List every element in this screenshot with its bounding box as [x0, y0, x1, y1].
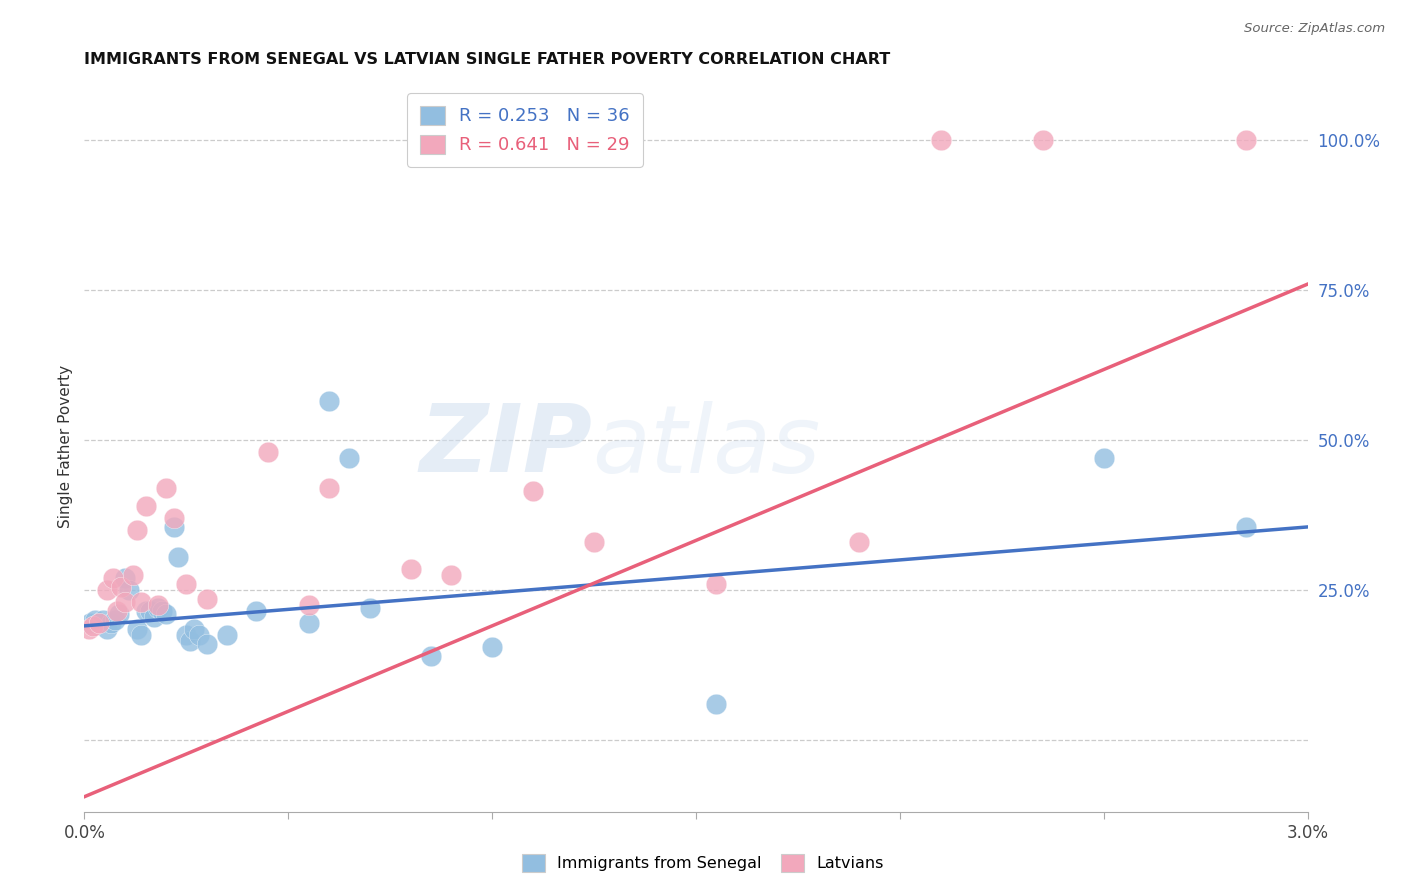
Point [245, 604, 267, 618]
Point [131, 628, 153, 642]
Point [114, 595, 136, 609]
Point [118, 582, 141, 597]
Point [187, 628, 209, 642]
Point [257, 445, 280, 459]
Point [82, 619, 104, 633]
Point [176, 577, 198, 591]
Point [195, 591, 218, 606]
Point [131, 595, 153, 609]
Point [77, 622, 100, 636]
Point [1032, 133, 1054, 147]
Y-axis label: Single Father Poverty: Single Father Poverty [58, 365, 73, 527]
Point [114, 571, 136, 585]
Legend: R = 0.253   N = 36, R = 0.641   N = 29: R = 0.253 N = 36, R = 0.641 N = 29 [406, 93, 643, 167]
Point [150, 604, 173, 618]
Point [104, 613, 127, 627]
Point [87, 615, 110, 630]
Point [298, 615, 321, 630]
Point [83, 613, 105, 627]
Point [108, 607, 131, 621]
Point [96, 622, 118, 636]
Point [105, 604, 128, 618]
Point [848, 535, 870, 549]
Point [420, 648, 443, 663]
Point [176, 628, 198, 642]
Point [135, 499, 157, 513]
Point [929, 133, 952, 147]
Point [110, 580, 132, 594]
Point [127, 622, 149, 636]
Legend: Immigrants from Senegal, Latvians: Immigrants from Senegal, Latvians [515, 847, 891, 880]
Point [155, 607, 177, 621]
Point [318, 394, 340, 409]
Point [135, 604, 157, 618]
Point [146, 598, 169, 612]
Point [142, 610, 165, 624]
Point [440, 568, 463, 582]
Point [706, 577, 728, 591]
Point [167, 549, 190, 564]
Point [96, 582, 118, 597]
Point [163, 520, 186, 534]
Point [87, 615, 110, 630]
Point [1236, 520, 1258, 534]
Point [1236, 133, 1258, 147]
Point [706, 697, 728, 711]
Text: IMMIGRANTS FROM SENEGAL VS LATVIAN SINGLE FATHER POVERTY CORRELATION CHART: IMMIGRANTS FROM SENEGAL VS LATVIAN SINGL… [84, 52, 890, 67]
Point [179, 633, 201, 648]
Point [155, 481, 177, 495]
Text: ZIP: ZIP [419, 400, 592, 492]
Text: atlas: atlas [592, 401, 820, 491]
Point [522, 483, 544, 498]
Point [217, 628, 239, 642]
Point [183, 622, 205, 636]
Point [399, 562, 422, 576]
Point [138, 604, 160, 618]
Point [339, 450, 361, 465]
Text: Source: ZipAtlas.com: Source: ZipAtlas.com [1244, 22, 1385, 36]
Point [100, 615, 122, 630]
Point [359, 600, 381, 615]
Point [195, 637, 218, 651]
Point [481, 640, 503, 654]
Point [1092, 450, 1115, 465]
Point [163, 511, 186, 525]
Point [91, 613, 114, 627]
Point [127, 523, 149, 537]
Point [146, 600, 169, 615]
Point [583, 535, 606, 549]
Point [318, 481, 340, 495]
Point [101, 571, 124, 585]
Point [298, 598, 321, 612]
Point [122, 568, 145, 582]
Point [79, 615, 101, 630]
